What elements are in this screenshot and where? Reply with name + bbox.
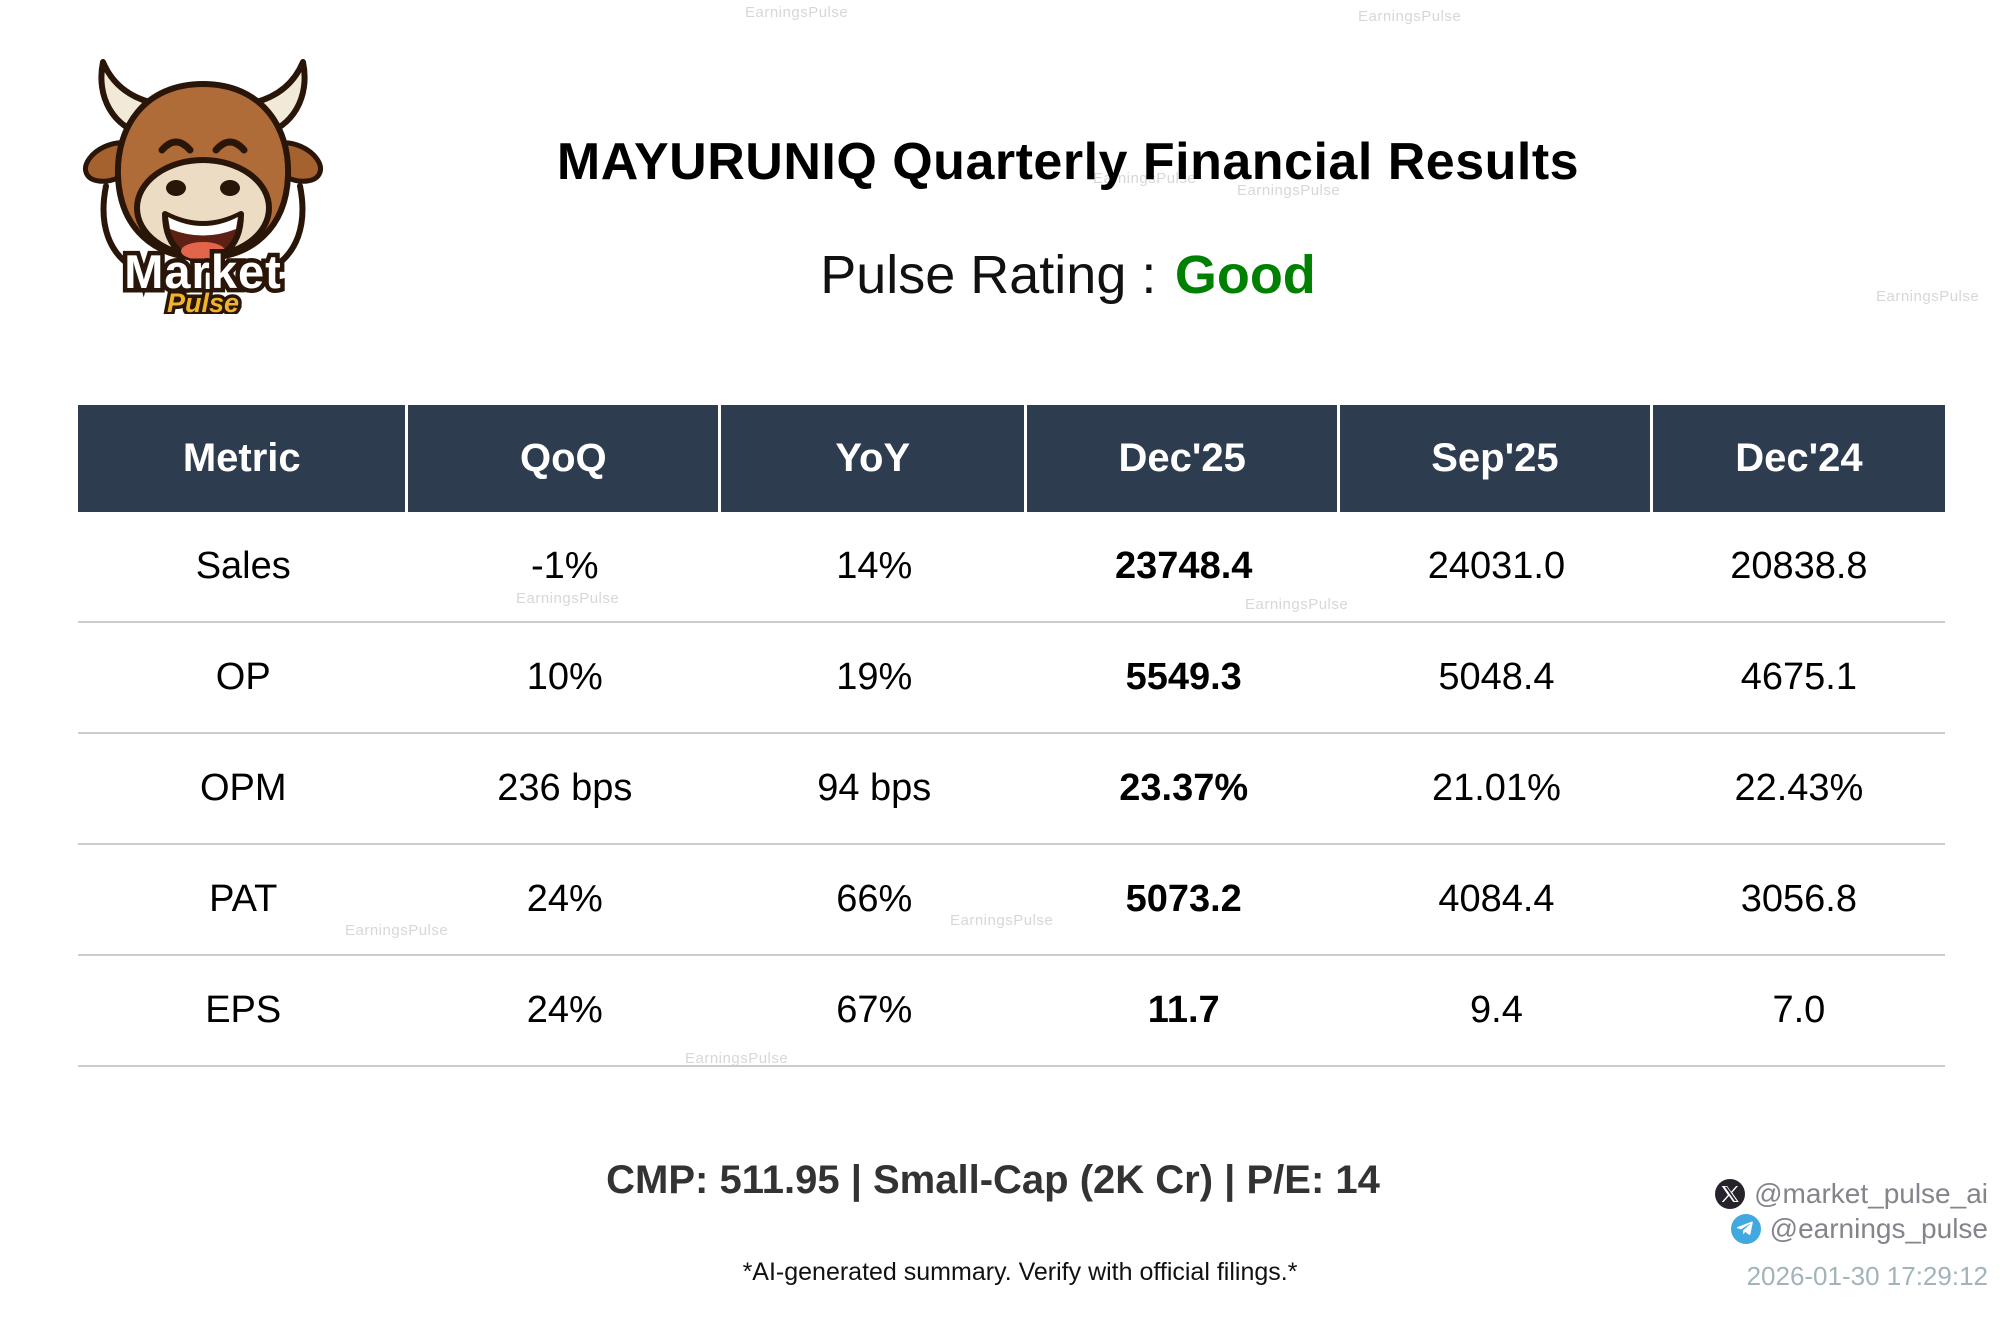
metric-label: OP xyxy=(215,656,271,698)
qoq-value: 24% xyxy=(526,878,603,920)
column-header-metric: Metric xyxy=(78,405,409,512)
watermark: EarningsPulse xyxy=(1093,170,1197,187)
watermark: EarningsPulse xyxy=(516,590,620,607)
sep25-value: 24031.0 xyxy=(1427,545,1566,587)
dec25-value: 23.37% xyxy=(1119,767,1249,809)
table-row-pat: PAT 24% 66% 5073.2 4084.4 3056.8 xyxy=(78,845,1945,956)
column-header-dec25: Dec'25 xyxy=(1027,405,1341,512)
financial-table: Metric QoQ YoY Dec'25 Sep'25 Dec'24 Sale… xyxy=(78,405,1945,1067)
column-header-dec24: Dec'24 xyxy=(1735,436,1863,480)
dec25-value: 11.7 xyxy=(1147,989,1220,1031)
twitter-handle: @market_pulse_ai xyxy=(1754,1177,1988,1209)
metric-label: EPS xyxy=(205,989,282,1031)
bull-mascot-icon: Market Pulse xyxy=(83,59,323,322)
pulse-rating-value: Good xyxy=(1174,245,1316,305)
yoy-value: 66% xyxy=(836,878,913,920)
qoq-value: -1% xyxy=(531,545,599,587)
dec25-value: 23748.4 xyxy=(1115,545,1253,587)
cmp-summary-line: CMP: 511.95 | Small-Cap (2K Cr) | P/E: 1… xyxy=(606,1158,1380,1202)
x-twitter-icon xyxy=(1715,1178,1746,1209)
metric-label: OPM xyxy=(199,767,287,809)
dec25-value: 5073.2 xyxy=(1125,878,1242,920)
metric-label: PAT xyxy=(209,878,278,920)
table-row-eps: EPS 24% 67% 11.7 9.4 7.0 xyxy=(78,956,1945,1067)
qoq-value: 236 bps xyxy=(497,767,633,809)
generation-timestamp: 2026-01-30 17:29:12 xyxy=(1746,1261,1988,1291)
twitter-handle-row[interactable]: @market_pulse_ai xyxy=(1715,1176,1988,1211)
dec24-value: 7.0 xyxy=(1772,989,1826,1031)
qoq-value: 10% xyxy=(526,656,603,698)
market-pulse-logo: Market Pulse xyxy=(70,36,336,322)
yoy-value: 19% xyxy=(836,656,913,698)
table-row-op: OP 10% 19% 5549.3 5048.4 4675.1 xyxy=(78,623,1945,734)
metric-label: Sales xyxy=(195,545,291,587)
column-header-sep25: Sep'25 xyxy=(1340,405,1653,512)
dec24-value: 4675.1 xyxy=(1740,656,1857,698)
sep25-value: 9.4 xyxy=(1470,989,1523,1031)
telegram-handle: @earnings_pulse xyxy=(1769,1212,1988,1244)
telegram-icon xyxy=(1730,1213,1761,1244)
page-title: MAYURUNIQ Quarterly Financial Results xyxy=(556,133,1580,191)
watermark: EarningsPulse xyxy=(1876,288,1980,305)
dec24-value: 22.43% xyxy=(1734,767,1864,809)
watermark: EarningsPulse xyxy=(345,922,449,939)
sep25-value: 21.01% xyxy=(1431,767,1561,809)
watermark: EarningsPulse xyxy=(1245,596,1349,613)
dec24-value: 3056.8 xyxy=(1740,878,1857,920)
watermark: EarningsPulse xyxy=(745,4,849,21)
watermark: EarningsPulse xyxy=(950,912,1054,929)
yoy-value: 67% xyxy=(836,989,913,1031)
sep25-value: 4084.4 xyxy=(1438,878,1555,920)
watermark: EarningsPulse xyxy=(685,1050,789,1067)
telegram-handle-row[interactable]: @earnings_pulse xyxy=(1730,1211,1988,1246)
table-header-row: Metric QoQ YoY Dec'25 Sep'25 Dec'24 xyxy=(78,405,1945,512)
dec24-value: 20838.8 xyxy=(1730,545,1868,587)
dec25-value: 5549.3 xyxy=(1125,656,1242,698)
pulse-rating-label: Pulse Rating : xyxy=(820,245,1157,305)
yoy-value: 94 bps xyxy=(817,767,932,809)
table-row-opm: OPM 236 bps 94 bps 23.37% 21.01% 22.43% xyxy=(78,734,1945,845)
ai-disclaimer: *AI-generated summary. Verify with offic… xyxy=(742,1258,1298,1286)
sep25-value: 5048.4 xyxy=(1438,656,1555,698)
watermark: EarningsPulse xyxy=(1237,182,1341,199)
yoy-value: 14% xyxy=(836,545,913,587)
logo-text-market: Market xyxy=(124,245,282,298)
qoq-value: 24% xyxy=(526,989,603,1031)
table-row-sales: Sales -1% 14% 23748.4 24031.0 20838.8 xyxy=(78,512,1945,623)
social-links: @market_pulse_ai @earnings_pulse 2026-01… xyxy=(1715,1176,1988,1292)
watermark: EarningsPulse xyxy=(1358,8,1462,25)
column-header-qoq: QoQ xyxy=(408,405,722,512)
column-header-yoy: YoY xyxy=(721,405,1028,512)
